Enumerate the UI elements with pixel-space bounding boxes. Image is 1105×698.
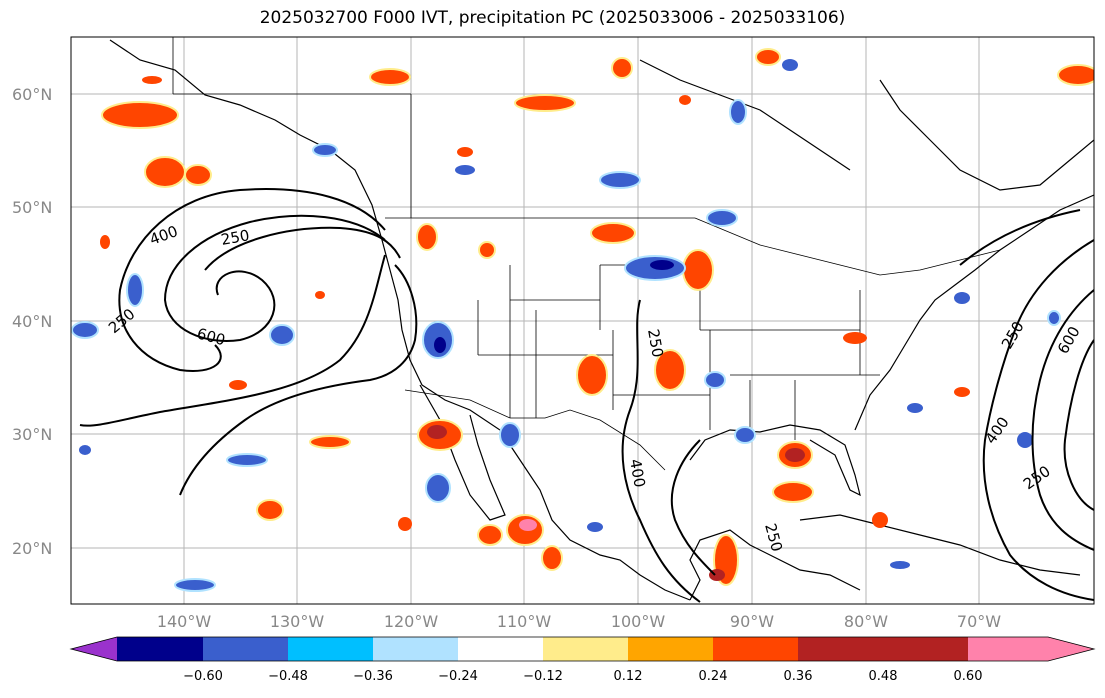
colorbar-bin bbox=[288, 637, 373, 661]
colorbar-outline bbox=[69, 636, 1096, 662]
precipitation-shading bbox=[71, 48, 1094, 592]
colorbar-tick-label: −0.48 bbox=[268, 669, 308, 684]
longitude-label: 80°W bbox=[844, 612, 888, 631]
colorbar-tick-label: 0.48 bbox=[869, 669, 898, 684]
coastlines bbox=[109, 39, 1094, 601]
latitude-label: 50°N bbox=[12, 198, 52, 217]
colorbar-tick-label: 0.12 bbox=[614, 669, 643, 684]
longitude-label: 120°W bbox=[384, 612, 439, 631]
colorbar-bin bbox=[713, 637, 798, 661]
latitude-label: 30°N bbox=[12, 425, 52, 444]
colorbar-tick-label: −0.12 bbox=[523, 669, 563, 684]
colorbar-bin bbox=[458, 637, 543, 661]
contour-label: 400 bbox=[626, 458, 649, 489]
colorbar-tick-label: 0.24 bbox=[699, 669, 728, 684]
longitude-label: 140°W bbox=[157, 612, 212, 631]
colorbar-tick-label: −0.60 bbox=[183, 669, 223, 684]
colorbar-bin bbox=[628, 637, 713, 661]
colorbar-bin bbox=[203, 637, 288, 661]
map-title: 2025032700 F000 IVT, precipitation PC (2… bbox=[259, 8, 846, 28]
contour-label: 250 bbox=[644, 328, 667, 359]
longitude-axis: 140°W 130°W 120°W 110°W 100°W 90°W 80°W … bbox=[157, 612, 1001, 631]
colorbar-tick-label: 0.60 bbox=[954, 669, 983, 684]
colorbar-bin bbox=[543, 637, 628, 661]
latitude-label: 20°N bbox=[12, 539, 52, 558]
longitude-label: 90°W bbox=[730, 612, 774, 631]
colorbar-bin bbox=[373, 637, 458, 661]
longitude-label: 100°W bbox=[611, 612, 666, 631]
longitude-label: 70°W bbox=[957, 612, 1001, 631]
colorbar-bin bbox=[117, 637, 203, 661]
colorbar-tick-label: 0.36 bbox=[784, 669, 813, 684]
contour-label: 250 bbox=[220, 226, 251, 249]
ivt-contours bbox=[79, 188, 1094, 603]
longitude-label: 130°W bbox=[270, 612, 325, 631]
colorbar-tick-label: −0.24 bbox=[438, 669, 478, 684]
colorbar-tick-label: −0.36 bbox=[353, 669, 393, 684]
map-frame bbox=[70, 36, 1095, 605]
gridlines bbox=[71, 37, 1094, 604]
colorbar: −0.60 −0.48 −0.36 −0.24 −0.12 0.12 0.24 … bbox=[69, 636, 1096, 684]
latitude-label: 60°N bbox=[12, 85, 52, 104]
latitude-axis: 60°N 50°N 40°N 30°N 20°N bbox=[12, 85, 52, 558]
latitude-label: 40°N bbox=[12, 312, 52, 331]
longitude-label: 110°W bbox=[497, 612, 552, 631]
political-borders bbox=[172, 37, 1001, 471]
colorbar-extend-low bbox=[71, 637, 117, 661]
colorbar-bin bbox=[883, 637, 968, 661]
colorbar-bin bbox=[798, 637, 883, 661]
